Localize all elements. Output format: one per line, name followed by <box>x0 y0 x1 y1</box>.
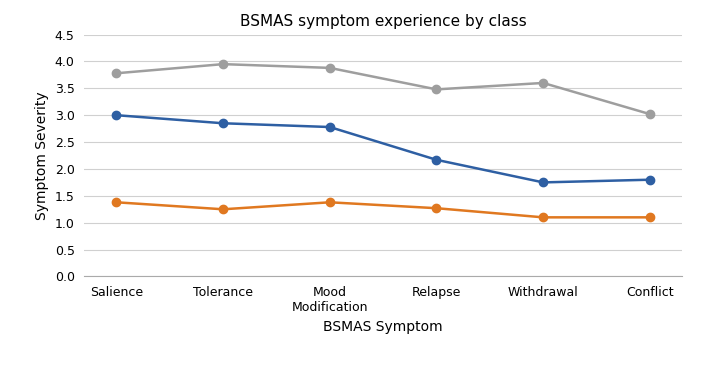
Class 3 - High <box>432 87 441 92</box>
Class 1 - Moderate <box>539 180 548 185</box>
Class 3 - High <box>645 112 654 116</box>
Class 2 - Low <box>325 200 334 205</box>
Y-axis label: Symptom Severity: Symptom Severity <box>35 91 49 220</box>
Class 2 - Low <box>112 200 121 205</box>
Class 3 - High <box>219 62 227 66</box>
Class 2 - Low <box>219 207 227 212</box>
Line: Class 3 - High: Class 3 - High <box>112 60 654 118</box>
X-axis label: BSMAS Symptom: BSMAS Symptom <box>323 320 443 334</box>
Line: Class 2 - Low: Class 2 - Low <box>112 198 654 222</box>
Line: Class 1 - Moderate: Class 1 - Moderate <box>112 111 654 187</box>
Class 1 - Moderate <box>432 157 441 162</box>
Class 1 - Moderate <box>112 113 121 118</box>
Class 2 - Low <box>539 215 548 220</box>
Class 3 - High <box>325 66 334 70</box>
Class 2 - Low <box>432 206 441 210</box>
Class 1 - Moderate <box>325 125 334 129</box>
Class 3 - High <box>112 71 121 76</box>
Title: BSMAS symptom experience by class: BSMAS symptom experience by class <box>240 14 527 29</box>
Class 1 - Moderate <box>645 177 654 182</box>
Class 2 - Low <box>645 215 654 220</box>
Class 1 - Moderate <box>219 121 227 126</box>
Class 3 - High <box>539 81 548 85</box>
